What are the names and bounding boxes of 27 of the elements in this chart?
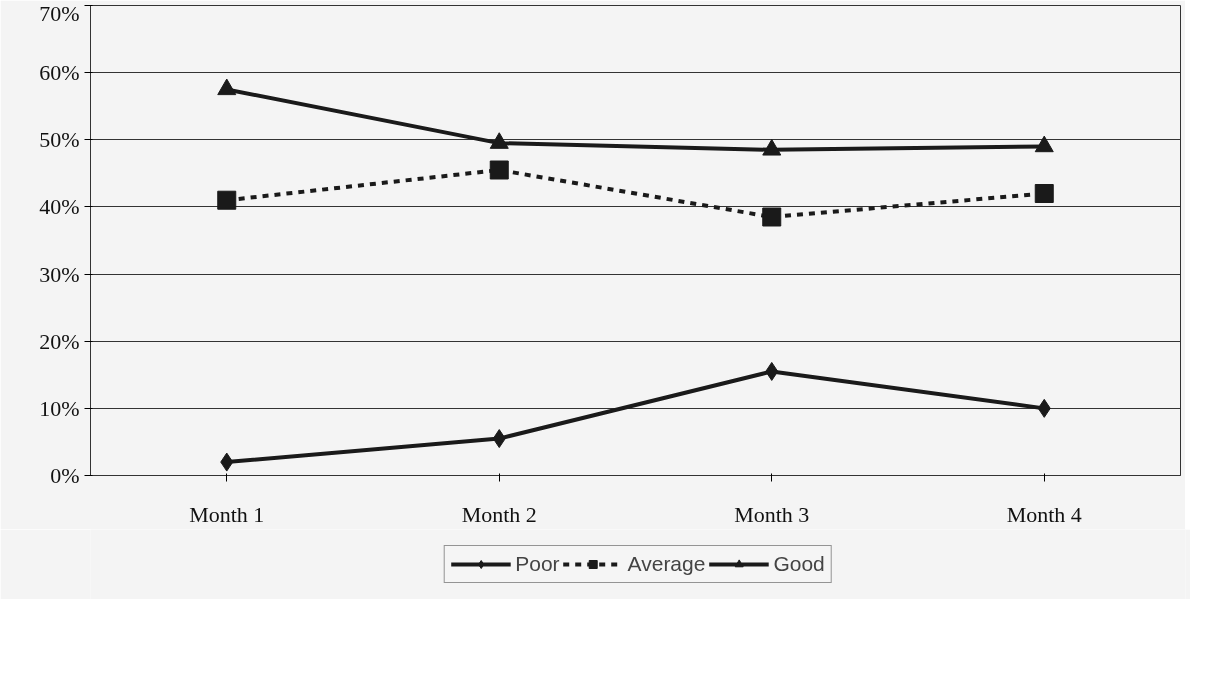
legend-label: Good (773, 552, 825, 576)
point (220, 452, 234, 472)
point (762, 138, 782, 156)
y-tick-label: 10% (39, 395, 80, 421)
point (762, 207, 782, 227)
y-tick-label: 30% (39, 261, 80, 287)
y-tick-label: 0% (50, 463, 80, 488)
x-tick-label: Month 1 (189, 501, 265, 527)
point (489, 160, 509, 180)
point (1034, 184, 1054, 203)
y-tick-label: 60% (39, 60, 80, 86)
legend-label: Poor (515, 552, 560, 576)
y-tick-label: 50% (39, 127, 80, 153)
x-tick-label: Month 2 (461, 501, 537, 527)
point (489, 132, 509, 149)
point (765, 361, 779, 381)
point (1037, 398, 1051, 418)
point (1034, 135, 1054, 153)
point (217, 190, 237, 210)
legend-label: Average (627, 552, 706, 576)
y-tick-label: 70% (39, 0, 80, 26)
point (217, 78, 237, 96)
y-tick-label: 40% (39, 194, 80, 220)
y-tick-label: 20% (39, 328, 80, 354)
x-tick-label: Month 4 (1006, 501, 1082, 527)
point (492, 429, 506, 449)
x-tick-label: Month 3 (734, 501, 810, 527)
